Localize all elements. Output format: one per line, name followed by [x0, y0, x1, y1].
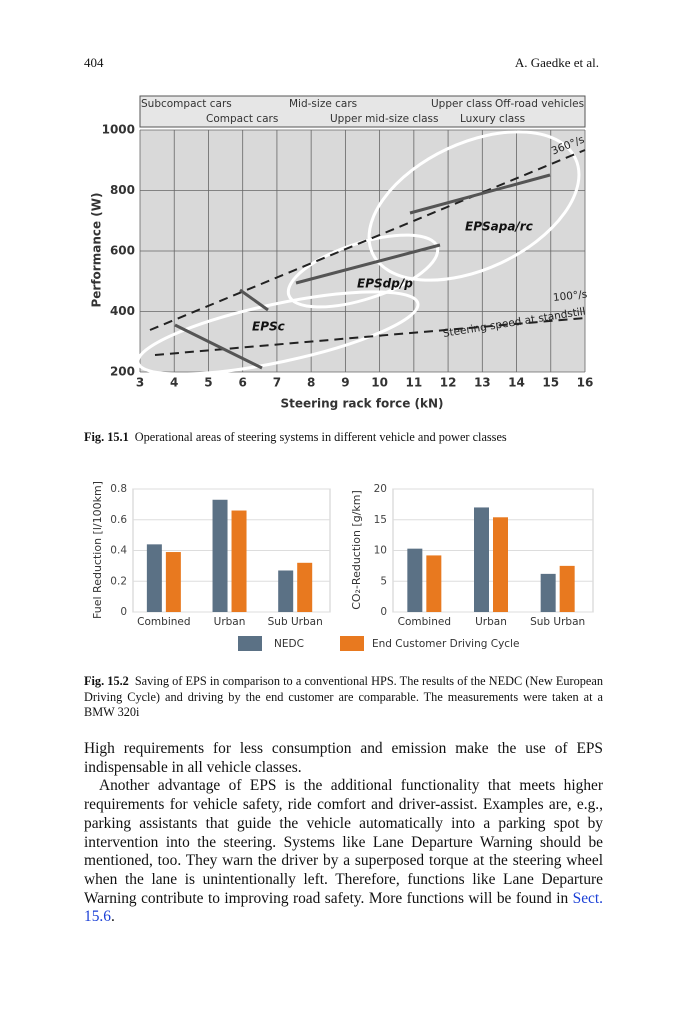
x-tick-label: 16 [577, 376, 594, 390]
y-tick-label: 0.4 [110, 545, 127, 557]
vehicle-class: Subcompact cars [141, 98, 232, 110]
vehicle-class: Luxury class [460, 113, 525, 125]
bar [493, 517, 508, 612]
area-label: EPSapa/rc [465, 220, 533, 234]
bar [474, 507, 489, 612]
bar [165, 552, 181, 612]
caption-text: Operational areas of steering systems in… [134, 430, 507, 444]
paragraph: Another advantage of EPS is the addition… [84, 777, 603, 927]
x-tick-label: Urban [475, 616, 507, 628]
vehicle-class: Compact cars [206, 113, 278, 125]
y-tick-label: 0 [120, 606, 127, 618]
areas: EPScEPSdp/pEPSapa/rc360°/s100°/sSteering… [136, 130, 588, 376]
y-tick-label: 0.2 [110, 575, 127, 587]
caption: Fig. 15.1 Operational areas of steering s… [84, 430, 603, 446]
bar [426, 555, 442, 612]
bar [212, 499, 228, 612]
y-axis-label: Performance (W) [90, 192, 104, 307]
x-tick-label: 14 [508, 376, 525, 390]
x-tick-label: Sub Urban [268, 616, 323, 628]
link[interactable]: Sect. 15.6 [84, 889, 603, 926]
x-tick-label: 8 [307, 376, 315, 390]
class-band [139, 95, 586, 128]
x-tick-label: 15 [542, 376, 559, 390]
x-tick-label: 4 [170, 376, 178, 390]
y-tick-label: 0.8 [110, 483, 127, 495]
y-tick-label: 20 [374, 483, 387, 495]
speed-line [154, 317, 586, 356]
fig2: 0 0.2 0.4 0.6 0.8 Fuel Reduction [l/100km] Com… [91, 481, 594, 651]
area-label: EPSc [252, 320, 285, 334]
caption-label: Fig. 15.2 [84, 674, 129, 688]
y-tick-label: 0 [380, 606, 387, 618]
bar [297, 562, 313, 612]
legend-swatch [238, 636, 262, 651]
y-tick-label: 10 [374, 545, 387, 557]
speed-label: 100°/s [552, 288, 587, 304]
y-axis-label: Fuel Reduction [l/100km] [91, 481, 104, 619]
x-tick-label: 3 [136, 376, 144, 390]
vehicle-class: Upper mid-size class [330, 113, 439, 125]
text: . [110, 908, 115, 926]
running-head: A. Gaedke et al. [514, 55, 599, 70]
vehicle-class: Off-road vehicles [495, 98, 584, 110]
vehicle-class: Mid-size cars [289, 98, 357, 110]
x-tick-label: 12 [440, 376, 457, 390]
figures: 3 4 5 6 7 8 9 10 11 12 13 14 15 162004006008001000Ste… [90, 95, 594, 651]
bar [231, 510, 247, 612]
legend-label: NEDC [274, 638, 304, 650]
x-tick-label: 11 [405, 376, 422, 390]
y-tick-label: 5 [380, 575, 387, 587]
legend-swatch [340, 636, 364, 651]
y-tick-label: 800 [110, 183, 135, 197]
speed-line [149, 149, 586, 331]
x-tick-label: Sub Urban [530, 616, 585, 628]
x-tick-label: 13 [474, 376, 491, 390]
x-tick-label: Combined [398, 616, 451, 628]
y-tick-label: 1000 [102, 123, 135, 137]
caption-text: Saving of EPS in comparison to a convent… [84, 674, 603, 719]
bar [407, 548, 423, 612]
y-axis-label: CO₂-Reduction [g/km] [350, 490, 363, 610]
y-tick-label: 200 [110, 365, 135, 379]
x-tick-label: Combined [137, 616, 190, 628]
area-ellipse [136, 290, 420, 376]
y-tick-label: 0.6 [110, 514, 127, 526]
caption-label: Fig. 15.1 [84, 430, 129, 444]
page-number: 404 [84, 55, 104, 70]
x-tick-label: Urban [214, 616, 246, 628]
bar [146, 544, 162, 612]
x-tick-label: 10 [371, 376, 388, 390]
y-tick-label: 15 [374, 514, 387, 526]
x-tick-label: 7 [273, 376, 281, 390]
text: Another advantage of EPS is the addition… [84, 777, 603, 907]
steering-racks [174, 173, 551, 370]
body-text: High requirements for less consumption a… [84, 740, 603, 927]
x-tick-label: 6 [239, 376, 247, 390]
x-tick-label: 9 [341, 376, 349, 390]
bar [540, 573, 556, 612]
area-label: EPSdp/p [357, 277, 413, 291]
bar [278, 570, 294, 612]
legend-label: End Customer Driving Cycle [372, 638, 519, 650]
y-tick-label: 600 [110, 244, 135, 258]
paragraph: High requirements for less consumption a… [84, 740, 603, 776]
area-ellipse [367, 130, 581, 282]
bar [559, 565, 575, 612]
vehicle-class: Upper class [431, 98, 492, 110]
x-tick-label: 5 [204, 376, 212, 390]
caption: Fig. 15.2 Saving of EPS in comparison to … [84, 674, 603, 721]
x-axis-label: Steering rack force (kN) [280, 397, 443, 411]
y-tick-label: 400 [110, 304, 135, 318]
